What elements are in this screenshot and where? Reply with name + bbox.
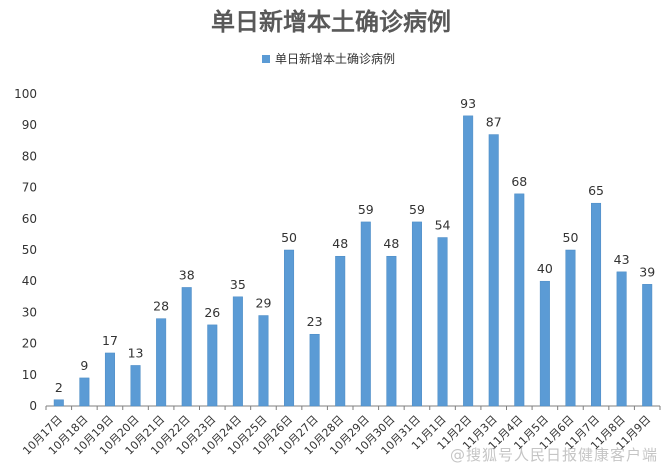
bar	[53, 399, 64, 407]
legend-swatch	[262, 55, 270, 63]
y-tick-label: 70	[22, 181, 37, 195]
y-axis: 0 10 20 30 40 50 60 70 80 90 100	[14, 87, 37, 413]
y-tick-label: 30	[22, 305, 37, 319]
data-label: 50	[281, 230, 297, 245]
watermark: @搜狐号人民日报健康客户端	[449, 446, 658, 464]
data-labels: 2917132838263529502348594859549387684050…	[55, 96, 655, 395]
data-label: 68	[511, 174, 527, 189]
data-label: 9	[80, 358, 88, 373]
bar	[488, 134, 499, 407]
y-tick-label: 100	[14, 87, 37, 101]
bar	[207, 324, 218, 407]
data-label: 2	[55, 380, 63, 395]
bar	[360, 221, 371, 407]
y-tick-label: 50	[22, 243, 37, 257]
data-label: 54	[435, 218, 451, 233]
bar	[463, 115, 474, 407]
data-label: 87	[486, 115, 502, 130]
data-label: 93	[460, 96, 476, 111]
bar	[565, 249, 576, 407]
bar	[616, 271, 627, 407]
bar	[156, 318, 167, 407]
bar	[335, 255, 346, 407]
data-label: 26	[204, 305, 220, 320]
chart-title: 单日新增本土确诊病例	[211, 7, 451, 36]
data-label: 50	[563, 230, 579, 245]
bar	[232, 296, 243, 407]
bar	[437, 237, 448, 407]
data-label: 38	[179, 267, 195, 282]
bar	[104, 352, 115, 407]
data-label: 28	[153, 299, 169, 314]
y-tick-label: 40	[22, 274, 37, 288]
bar	[591, 202, 602, 407]
y-tick-label: 0	[29, 399, 37, 413]
data-label: 39	[639, 264, 655, 279]
bar	[130, 365, 141, 407]
data-label: 40	[537, 261, 553, 276]
bar	[411, 221, 422, 407]
bar	[258, 315, 269, 407]
bar	[386, 255, 397, 407]
bar	[181, 287, 192, 407]
data-label: 59	[358, 202, 374, 217]
data-label: 17	[102, 333, 118, 348]
data-label: 29	[256, 296, 272, 311]
y-tick-label: 60	[22, 212, 37, 226]
y-tick-label: 80	[22, 149, 37, 163]
bar	[514, 193, 525, 407]
data-label: 65	[588, 183, 604, 198]
bar	[539, 280, 550, 407]
data-label: 23	[307, 314, 323, 329]
data-label: 48	[332, 236, 348, 251]
bar	[284, 249, 295, 407]
legend: 单日新增本土确诊病例	[262, 51, 395, 66]
legend-label: 单日新增本土确诊病例	[275, 51, 395, 66]
data-label: 59	[409, 202, 425, 217]
y-tick-label: 90	[22, 118, 37, 132]
bar	[642, 284, 653, 407]
bar	[309, 333, 320, 407]
bars	[53, 115, 653, 407]
data-label: 43	[614, 252, 630, 267]
data-label: 48	[383, 236, 399, 251]
y-tick-label: 20	[22, 337, 37, 351]
y-tick-label: 10	[22, 368, 37, 382]
data-label: 35	[230, 277, 246, 292]
data-label: 13	[128, 345, 144, 360]
bar	[79, 377, 90, 407]
